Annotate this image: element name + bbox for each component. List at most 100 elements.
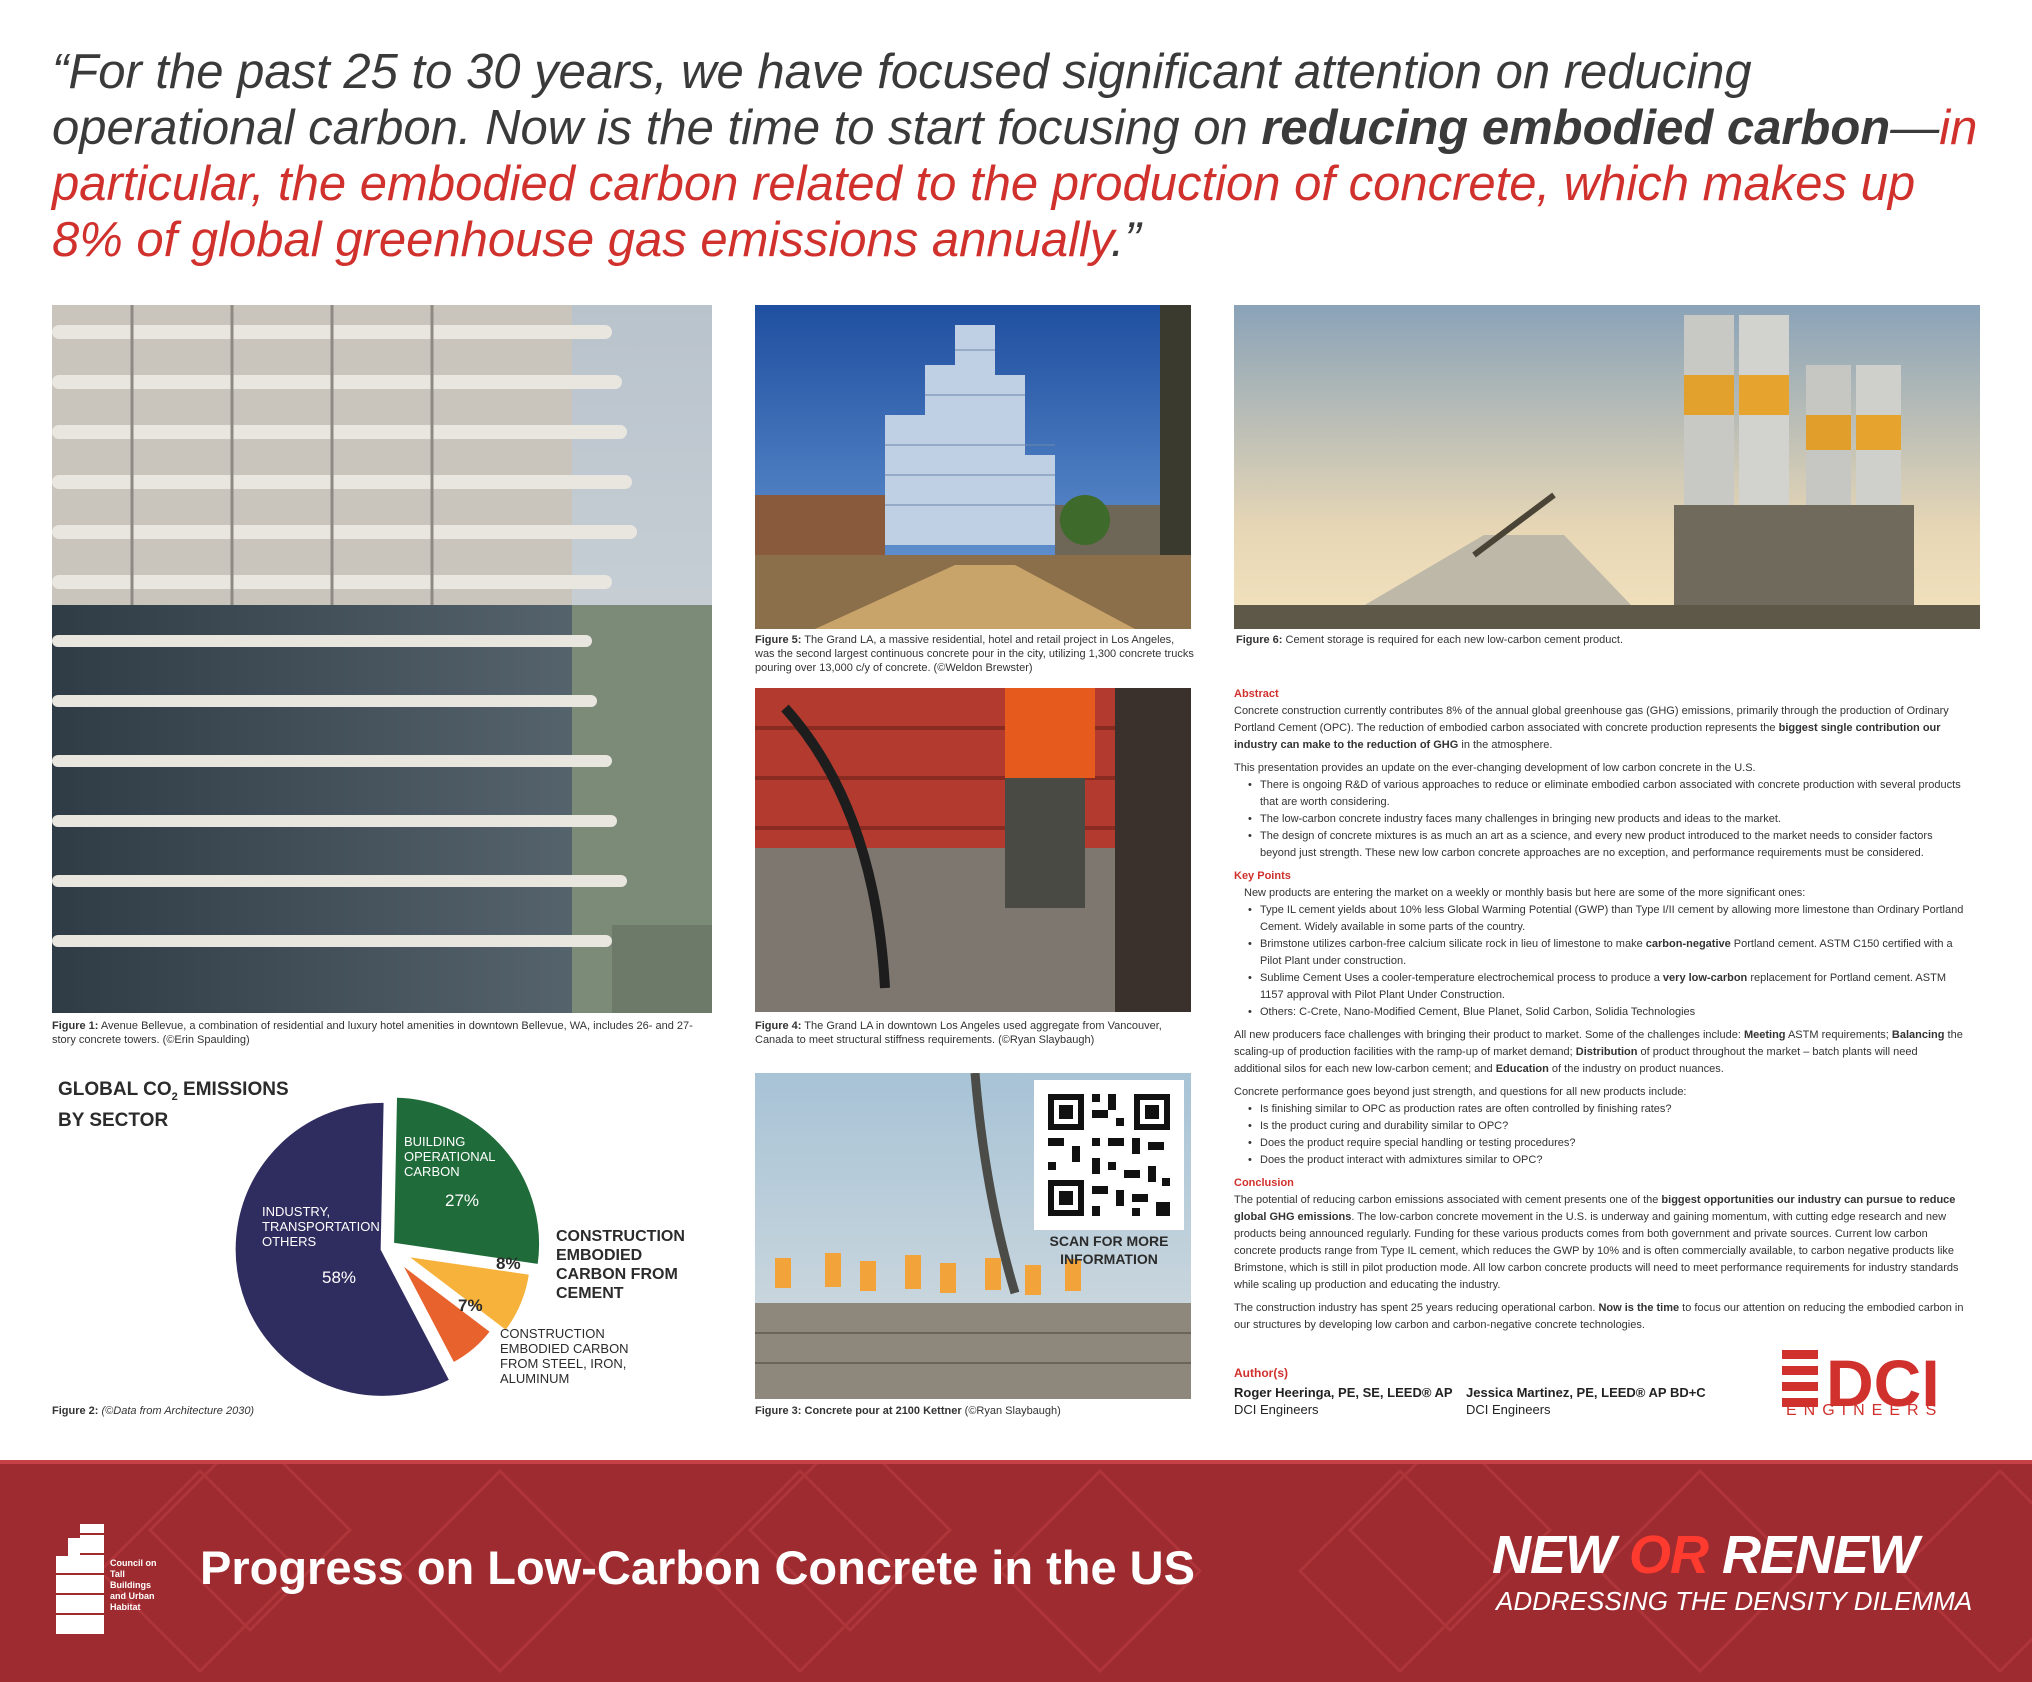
key-b2a: Brimstone utilizes carbon-free calcium s… [1260,938,1646,950]
chal-g: of product throughout the market – batch… [1234,1046,1918,1075]
author2: Jessica Martinez, PE, LEED® AP BD+C DCI E… [1466,1384,1706,1418]
figure3-label: Figure 3: Concrete pour at 2100 Kettner [755,1405,962,1417]
nor-new: NEW [1492,1525,1629,1585]
chal-b: Meeting [1743,1029,1786,1041]
pie-slice-cement [403,1253,533,1334]
abstract-p1b: biggest single contribution our industry… [1234,722,1941,751]
key-b2c: Portland cement. ASTM C150 certified wit… [1260,938,1953,967]
figure6-photo [1234,305,1980,629]
figure4-text: The Grand LA in downtown Los Angeles use… [755,1020,1162,1046]
list-item: Does the product interact with admixture… [1248,1152,1964,1169]
figure6-label: Figure 6: [1236,634,1283,646]
chal-f: Distribution [1575,1046,1638,1058]
figure4-label: Figure 4: [755,1020,802,1032]
figure4-photo [755,688,1191,1012]
conclusion-para: The potential of reducing carbon emissio… [1234,1192,1964,1294]
figure1-caption: Figure 1: Avenue Bellevue, a combination… [52,1019,712,1047]
banner-title: Progress on Low-Carbon Concrete in the U… [200,1541,1195,1594]
list-item: Does the product require special handlin… [1248,1135,1964,1152]
label-building: BUILDING OPERATIONAL CARBON [404,1134,496,1179]
keypoints-bullets: Type IL cement yields about 10% less Glo… [1234,902,1964,1021]
quote-dash: — [1890,101,1940,155]
key-b3c: replacement for Portland cement. ASTM 11… [1260,972,1946,1001]
figure2-label: Figure 2: [52,1405,99,1417]
pie-slice-industry [232,1099,453,1399]
banner-pattern [0,1460,2032,1674]
qr-code[interactable] [1034,1080,1184,1230]
final-b: Now is the time [1598,1302,1680,1314]
figure5-caption: Figure 5: The Grand LA, a massive reside… [755,633,1195,675]
dci-logo-text: DCI [1826,1346,1940,1418]
abstract-p2: This presentation provides an update on … [1234,762,1756,774]
pie-title: GLOBAL CO2 EMISSIONS BY SECTOR [58,1078,289,1133]
abstract-bullets: There is ongoing R&D of various approach… [1234,777,1964,862]
ctbuh-logo-icon [54,1524,110,1634]
nor-or: OR [1629,1525,1709,1585]
author2-name: Jessica Martinez, PE, LEED® AP BD+C [1466,1385,1706,1400]
abstract-p1c: in the atmosphere. [1458,739,1553,751]
label-cement: CONSTRUCTION EMBODIED CARBON FROM CEMENT [556,1228,685,1302]
pct-steel: 7% [458,1296,483,1315]
quote-bold: reducing embodied carbon [1261,101,1891,155]
final-a: The construction industry has spent 25 y… [1234,1302,1599,1314]
author2-org: DCI Engineers [1466,1402,1551,1417]
list-item: Brimstone utilizes carbon-free calcium s… [1248,936,1964,970]
qr-label: SCAN FOR MORE INFORMATION [1049,1233,1169,1267]
list-item: Is finishing similar to OPC as productio… [1248,1101,1964,1118]
pie-title-2: BY SECTOR [58,1109,169,1131]
author1-name: Roger Heeringa, PE, SE, LEED® AP [1234,1385,1453,1400]
list-item: Others: C-Crete, Nano-Modified Cement, B… [1248,1004,1964,1021]
final-para: The construction industry has spent 25 y… [1234,1300,1964,1334]
authors-heading: Author(s) [1234,1366,1288,1380]
chal-c: ASTM requirements; [1785,1029,1892,1041]
key-b3a: Sublime Cement Uses a cooler-temperature… [1260,972,1663,984]
final-c: to focus our attention on reducing the e… [1234,1302,1964,1331]
concl-b: biggest opportunities our industry can p… [1234,1194,1956,1223]
list-item: The low-carbon concrete industry faces m… [1248,811,1964,828]
pie-slice-building [391,1094,543,1268]
pie-title-1: GLOBAL CO [58,1079,172,1100]
pct-cement: 8% [496,1254,521,1273]
figure4-caption: Figure 4: The Grand LA in downtown Los A… [755,1019,1195,1047]
figure5-text: The Grand LA, a massive residential, hot… [755,634,1194,674]
figure2-text: (©Data from Architecture 2030) [98,1405,255,1417]
label-industry: INDUSTRY, TRANSPORTATION, OTHERS [262,1204,384,1249]
figure1-text: Avenue Bellevue, a combination of reside… [52,1020,693,1046]
quote-red: in particular, the embodied carbon relat… [52,101,1978,267]
chal-a: All new producers face challenges with b… [1234,1029,1744,1041]
pct-industry: 58% [322,1268,357,1287]
body-text: Abstract Concrete construction currently… [1234,686,1964,1340]
abstract-p1a: Concrete construction currently contribu… [1234,705,1949,734]
pie-chart [232,1094,543,1399]
dci-logo: DCI [1782,1346,1940,1418]
ctbuh-logo-text: Council on Tall Buildings and Urban Habi… [110,1558,157,1612]
label-steel: CONSTRUCTION EMBODIED CARBON FROM STEEL,… [500,1326,629,1386]
author1-org: DCI Engineers [1234,1402,1319,1417]
chal-e: the scaling-up of production facilities … [1234,1029,1963,1058]
figure1-label: Figure 1: [52,1020,99,1032]
pie-title-sub: 2 [171,1090,178,1103]
chal-h: Education [1495,1063,1549,1075]
figure5-label: Figure 5: [755,634,802,646]
list-item: There is ongoing R&D of various approach… [1248,777,1964,811]
concl-a: The potential of reducing carbon emissio… [1234,1194,1662,1206]
nor-renew: RENEW [1708,1525,1919,1585]
headline-quote: “For the past 25 to 30 years, we have fo… [52,44,1992,268]
keypoints-intro: New products are entering the market on … [1244,887,1806,899]
key-b3b: very low-carbon [1662,972,1748,984]
list-item: The design of concrete mixtures is as mu… [1248,828,1964,862]
performance-intro: Concrete performance goes beyond just st… [1234,1086,1687,1098]
dci-subtitle: ENGINEERS [1786,1402,1944,1419]
figure5-photo [755,305,1191,629]
chal-d: Balancing [1891,1029,1945,1041]
new-or-renew-logo: NEW OR RENEW [1492,1524,1919,1586]
abstract-p1: Concrete construction currently contribu… [1234,703,1964,754]
quote-end: .” [1110,213,1141,267]
keypoints-heading: Key Points [1234,870,1291,882]
pie-slice-steel [398,1260,494,1367]
figure6-text: Cement storage is required for each new … [1282,634,1624,646]
challenges-para: All new producers face challenges with b… [1234,1027,1964,1078]
chal-i: of the industry on product nuances. [1548,1063,1724,1075]
conclusion-heading: Conclusion [1234,1177,1294,1189]
pct-building: 27% [445,1191,480,1210]
